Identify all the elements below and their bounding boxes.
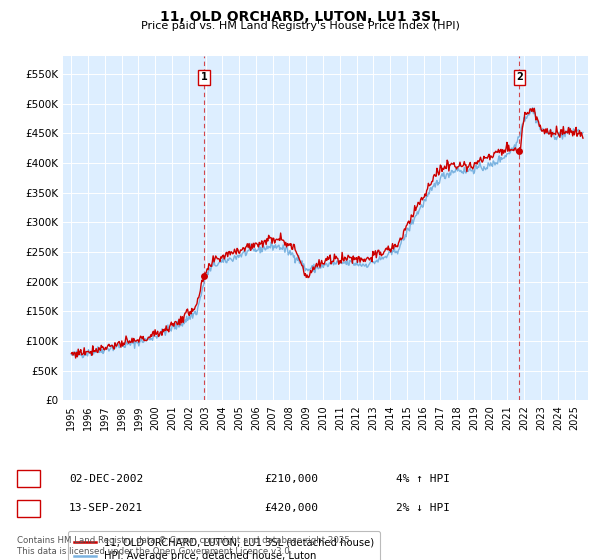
Text: 1: 1 [25, 474, 32, 484]
Text: 11, OLD ORCHARD, LUTON, LU1 3SL: 11, OLD ORCHARD, LUTON, LU1 3SL [160, 10, 440, 24]
Text: £420,000: £420,000 [264, 503, 318, 514]
Text: 2% ↓ HPI: 2% ↓ HPI [396, 503, 450, 514]
Point [515, 147, 524, 156]
Point [199, 271, 209, 280]
Text: 4% ↑ HPI: 4% ↑ HPI [396, 474, 450, 484]
Text: 2: 2 [25, 503, 32, 514]
Text: 1: 1 [201, 72, 208, 82]
Legend: 11, OLD ORCHARD, LUTON, LU1 3SL (detached house), HPI: Average price, detached h: 11, OLD ORCHARD, LUTON, LU1 3SL (detache… [68, 531, 380, 560]
Text: Price paid vs. HM Land Registry's House Price Index (HPI): Price paid vs. HM Land Registry's House … [140, 21, 460, 31]
Text: 13-SEP-2021: 13-SEP-2021 [69, 503, 143, 514]
Text: £210,000: £210,000 [264, 474, 318, 484]
Text: 2: 2 [516, 72, 523, 82]
Text: Contains HM Land Registry data © Crown copyright and database right 2025.
This d: Contains HM Land Registry data © Crown c… [17, 536, 352, 556]
Text: 02-DEC-2002: 02-DEC-2002 [69, 474, 143, 484]
